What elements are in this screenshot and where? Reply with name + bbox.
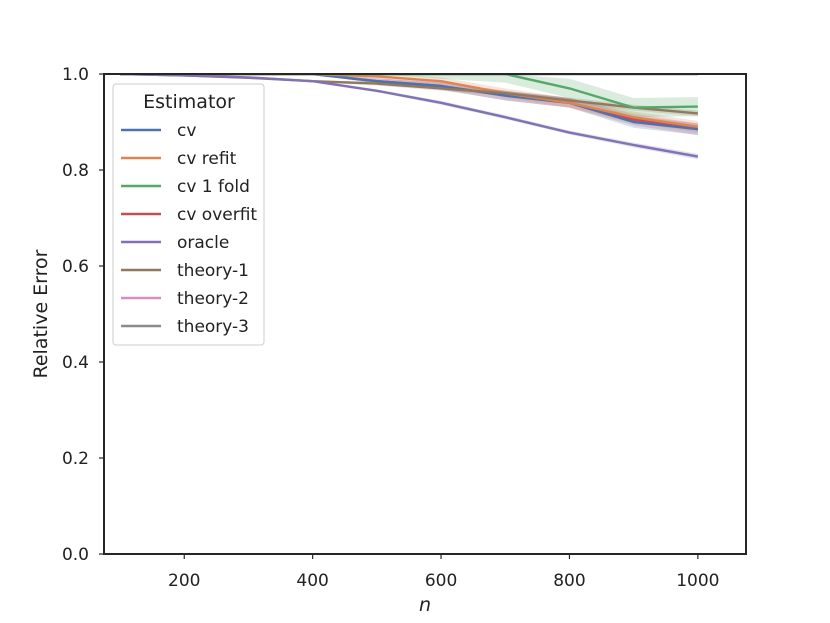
y-axis-ticks: 0.0 0.2 0.4 0.6 0.8 1.0 bbox=[62, 65, 104, 565]
y-tick-label: 0.2 bbox=[62, 449, 89, 469]
legend: Estimator cv cv refit cv 1 fold cv overfit o… bbox=[112, 83, 265, 346]
x-axis-ticks: 200 400 600 800 1000 bbox=[168, 554, 719, 591]
y-tick-label: 0.0 bbox=[62, 545, 89, 565]
series-line-cv-1-fold bbox=[120, 74, 698, 109]
y-tick-label: 0.4 bbox=[62, 353, 89, 373]
legend-label: cv overfit bbox=[177, 205, 257, 225]
legend-items: cv cv refit cv 1 fold cv overfit oracle theor… bbox=[121, 121, 257, 337]
legend-label: cv refit bbox=[177, 149, 237, 169]
legend-box bbox=[112, 83, 265, 346]
y-tick-label: 0.8 bbox=[62, 161, 89, 181]
y-tick-label: 1.0 bbox=[62, 65, 89, 85]
y-axis-label: Relative Error bbox=[30, 249, 52, 378]
legend-label: cv 1 fold bbox=[177, 177, 250, 197]
x-tick-label: 200 bbox=[168, 571, 200, 591]
legend-label: theory-3 bbox=[177, 317, 249, 337]
y-tick-label: 0.6 bbox=[62, 257, 89, 277]
plot-frame bbox=[103, 73, 747, 555]
legend-label: theory-1 bbox=[177, 261, 249, 281]
legend-label: theory-2 bbox=[177, 289, 249, 309]
series-lines bbox=[119, 74, 699, 158]
x-tick-label: 600 bbox=[425, 571, 457, 591]
series-line-cv bbox=[120, 74, 699, 131]
x-tick-label: 1000 bbox=[676, 571, 719, 591]
x-tick-label: 400 bbox=[296, 571, 328, 591]
legend-label: cv bbox=[177, 121, 196, 141]
series-line-oracle bbox=[119, 74, 699, 158]
series-band-cv-refit bbox=[120, 74, 698, 133]
legend-label: oracle bbox=[177, 233, 229, 253]
x-tick-label: 800 bbox=[553, 571, 585, 591]
x-axis-label: n bbox=[419, 594, 431, 616]
legend-title: Estimator bbox=[143, 91, 235, 113]
series-line-cv-refit bbox=[120, 74, 699, 128]
